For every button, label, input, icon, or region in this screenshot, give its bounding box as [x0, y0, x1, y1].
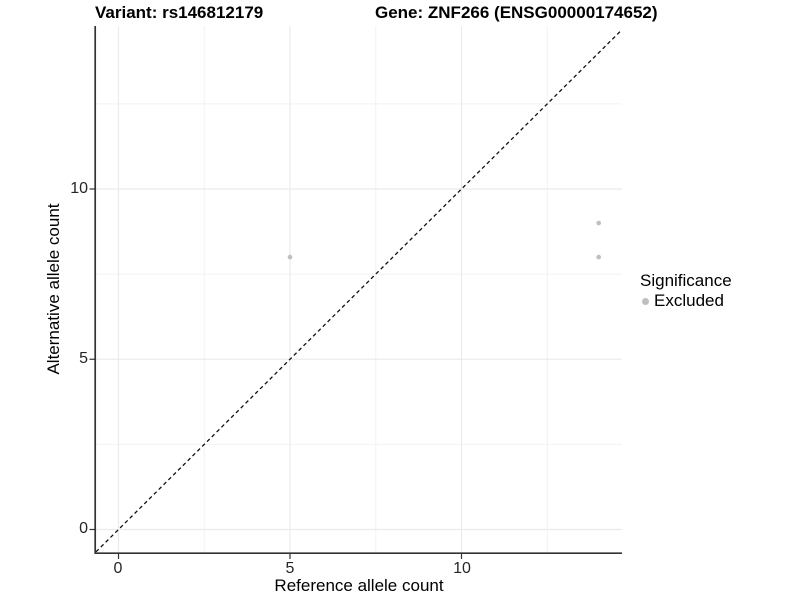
x-axis-tick-label: 5	[285, 560, 295, 577]
plot-title-gene: Gene: ZNF266 (ENSG00000174652)	[375, 3, 658, 22]
plot-title-variant: Variant: rs146812179	[95, 3, 264, 22]
excluded-point-icon	[642, 297, 649, 305]
y-axis-title: Alternative allele count	[44, 203, 63, 375]
identity-reference-line	[95, 29, 623, 553]
x-axis-tick-label: 0	[113, 560, 123, 577]
x-axis-tick-label: 10	[453, 560, 471, 577]
y-axis-tick-label: 0	[79, 520, 88, 537]
y-axis-tick-label: 10	[70, 180, 88, 197]
x-axis-title: Reference allele count	[274, 576, 444, 595]
legend-title: Significance	[640, 271, 732, 290]
data-point	[287, 254, 293, 260]
data-point	[596, 220, 601, 226]
legend: Significance Excluded	[640, 271, 732, 311]
legend-item-excluded: Excluded	[642, 291, 732, 311]
y-axis-tick-label: 5	[79, 350, 88, 367]
legend-item-label: Excluded	[654, 291, 724, 310]
data-point	[596, 254, 601, 260]
